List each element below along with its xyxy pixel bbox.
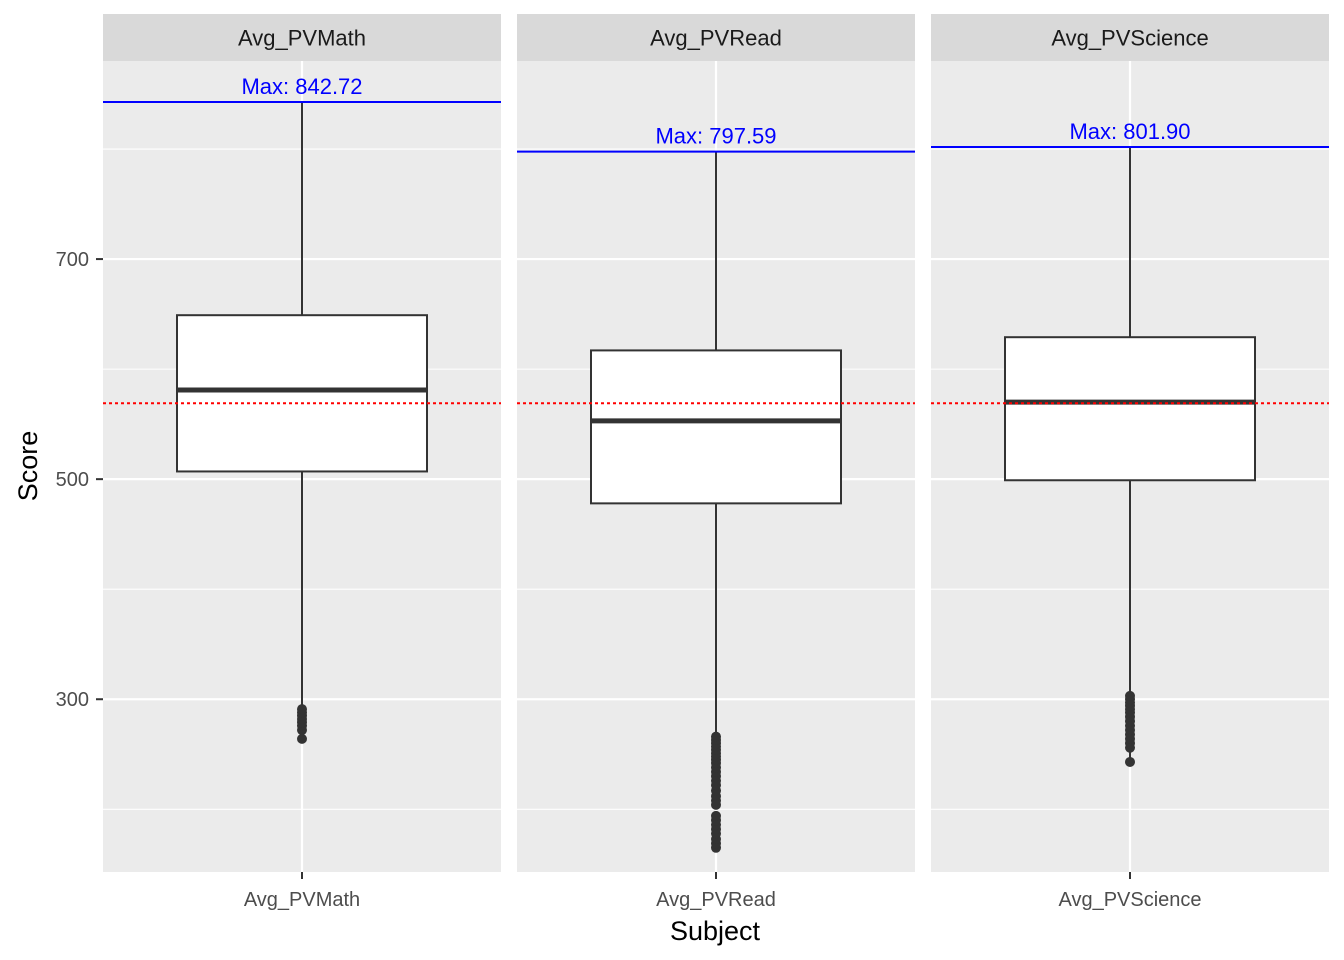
outlier-point	[1125, 756, 1135, 767]
outlier-point	[1125, 690, 1135, 701]
y-axis: 300 500 700	[56, 249, 103, 711]
y-axis-title: Score	[13, 431, 43, 502]
box	[176, 314, 428, 473]
y-tick-label: 500	[56, 469, 89, 491]
x-tick-label: Avg_PVScience	[1058, 889, 1201, 911]
box	[1004, 336, 1256, 482]
facet-panel-Avg_PVRead: Avg_PVRead Max: 797.59 Avg_PVRead	[517, 14, 915, 911]
outlier-point	[711, 731, 721, 742]
x-tick-label: Avg_PVRead	[656, 889, 776, 911]
x-tick-label: Avg_PVMath	[244, 889, 360, 911]
y-tick-label: 700	[56, 249, 89, 271]
box	[590, 349, 842, 505]
outlier-point	[297, 704, 307, 715]
facet-strip	[103, 14, 501, 61]
outlier-point	[297, 733, 307, 744]
facet-panels: Avg_PVMath Max: 842.72 Avg_PVMath Avg_PVRea…	[103, 14, 1329, 911]
y-tick-label: 300	[56, 689, 89, 711]
facet-strip-label: Avg_PVRead	[650, 26, 782, 51]
max-label: Max: 801.90	[1069, 119, 1190, 144]
max-label: Max: 797.59	[655, 124, 776, 149]
max-label: Max: 842.72	[241, 74, 362, 99]
facet-panel-Avg_PVMath: Avg_PVMath Max: 842.72 Avg_PVMath	[103, 14, 501, 911]
outlier-point	[711, 810, 721, 821]
facet-strip-label: Avg_PVMath	[238, 26, 366, 51]
facet-strip-label: Avg_PVScience	[1051, 26, 1208, 51]
facet-strip	[931, 14, 1329, 61]
facet-panel-Avg_PVScience: Avg_PVScience Max: 801.90 Avg_PVScience	[931, 14, 1329, 911]
facet-strip	[517, 14, 915, 61]
x-axis-title: Subject	[670, 916, 761, 946]
